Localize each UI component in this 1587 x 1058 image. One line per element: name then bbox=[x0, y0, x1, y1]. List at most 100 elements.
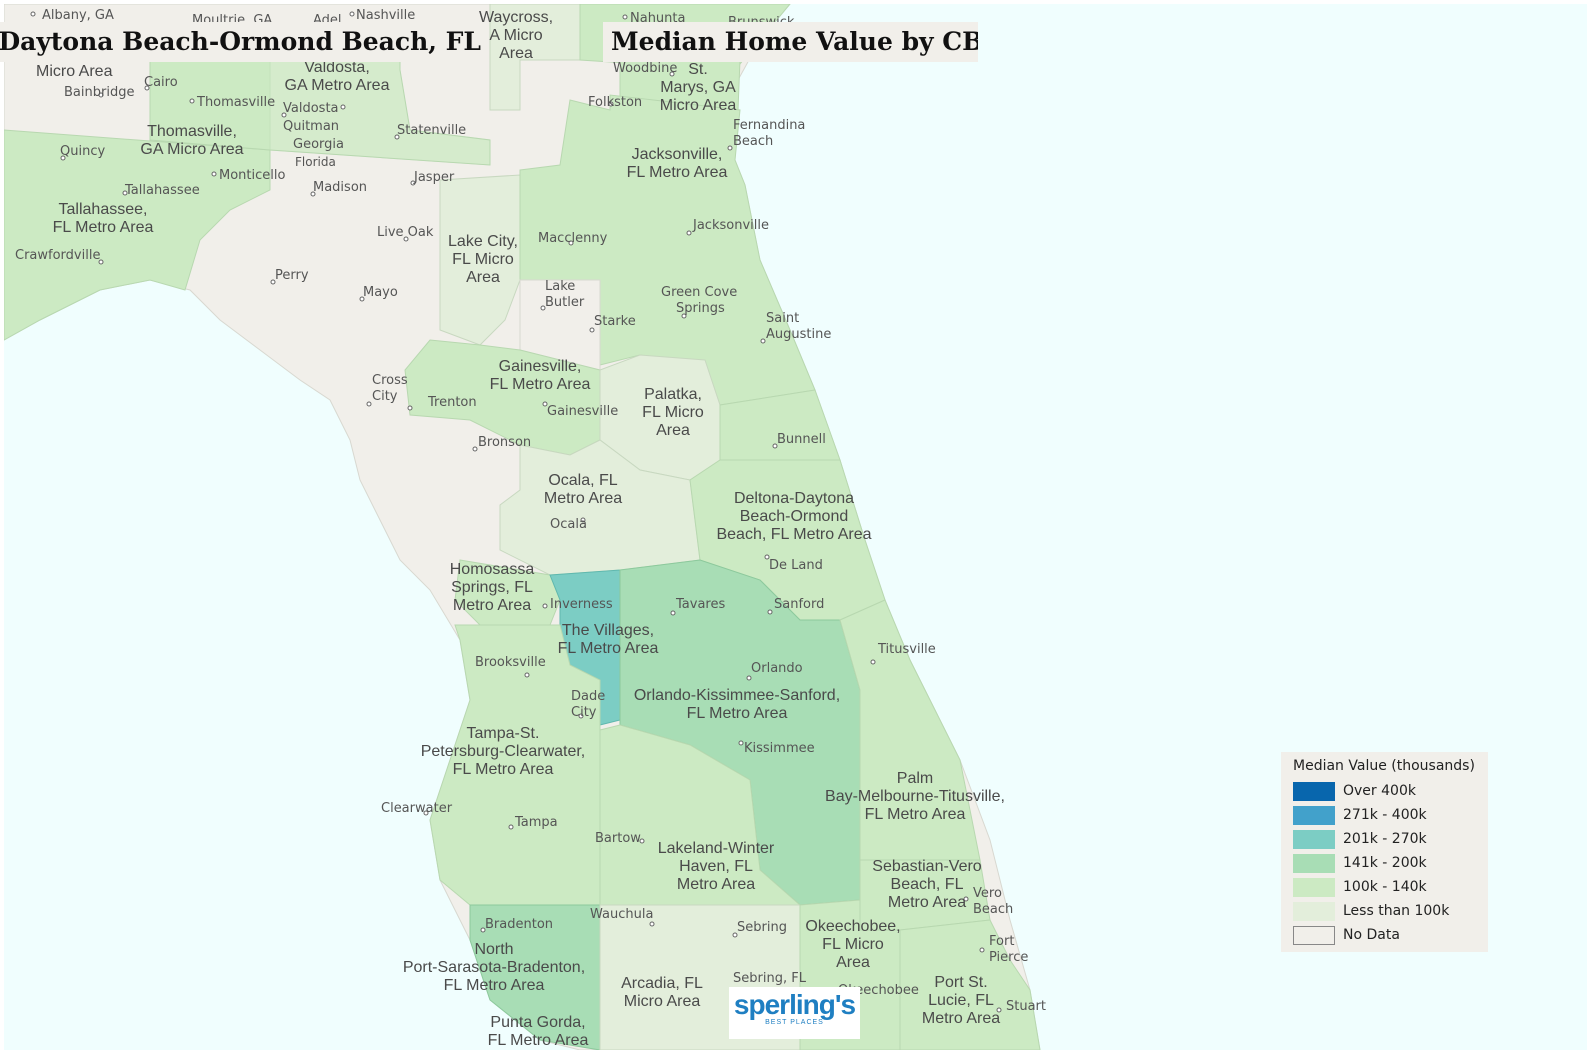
label-titusville: Titusville bbox=[877, 642, 936, 657]
legend-swatch bbox=[1293, 877, 1335, 897]
label-clearwater: Clearwater bbox=[381, 801, 453, 816]
logo-brand: sperling's bbox=[733, 989, 856, 1020]
legend-swatch bbox=[1293, 925, 1335, 945]
label-waycross-3: Area bbox=[499, 45, 533, 62]
label-nashville: Nashville bbox=[356, 8, 415, 23]
label-thomasville-micro-2: GA Micro Area bbox=[140, 141, 243, 158]
label-monticello: Monticello bbox=[219, 168, 285, 183]
label-sebastian-1: Sebastian-Vero bbox=[872, 858, 982, 875]
label-staug2: Augustine bbox=[766, 327, 831, 342]
label-okeechobee-micro-1: Okeechobee, bbox=[805, 918, 900, 935]
map-title: Median Home Value by CBSA bbox=[603, 22, 978, 62]
label-dadecity2: City bbox=[571, 705, 597, 720]
label-jacksonville-metro-1: Jacksonville, bbox=[632, 146, 723, 163]
label-tampa: Tampa bbox=[514, 815, 558, 830]
place-markers bbox=[30, 11, 1002, 1013]
label-greencove1: Green Cove bbox=[661, 285, 737, 300]
label-northport-2: Port-Sarasota-Bradenton, bbox=[403, 959, 585, 976]
label-tallahassee-metro-2: FL Metro Area bbox=[53, 219, 154, 236]
label-lakeland-3: Metro Area bbox=[677, 876, 755, 893]
legend-title: Median Value (thousands) bbox=[1293, 758, 1475, 774]
label-jacksonville-metro-2: FL Metro Area bbox=[627, 164, 728, 181]
label-palatka-2: FL Micro bbox=[642, 404, 704, 421]
legend-item: Less than 100k bbox=[1293, 899, 1476, 923]
label-stuart: Stuart bbox=[1006, 999, 1046, 1014]
label-statenville: Statenville bbox=[397, 123, 466, 138]
label-ocala-metro-1: Ocala, FL bbox=[548, 472, 617, 489]
region-tallahassee bbox=[3, 129, 271, 341]
map-title-selected-area: Deltona-Daytona Beach-Ormond Beach, FL bbox=[0, 22, 489, 62]
label-homosassa-2: Springs, FL bbox=[451, 579, 533, 596]
sperlings-logo: sperling's BEST PLACES bbox=[729, 987, 860, 1039]
frame-left bbox=[0, 0, 4, 1058]
label-valdosta-metro-1: Valdosta, bbox=[304, 59, 370, 76]
label-thomasville: Thomasville bbox=[196, 95, 275, 110]
legend-item: Over 400k bbox=[1293, 779, 1476, 803]
label-tampa-metro-3: FL Metro Area bbox=[453, 761, 554, 778]
legend-item: 141k - 200k bbox=[1293, 851, 1476, 875]
label-orlando-metro-2: FL Metro Area bbox=[687, 705, 788, 722]
legend-items: Over 400k 271k - 400k 201k - 270k 141k - 20… bbox=[1293, 779, 1476, 947]
legend-label: 201k - 270k bbox=[1343, 831, 1427, 847]
label-villages-1: The Villages, bbox=[562, 622, 654, 639]
label-lakecity-3: Area bbox=[466, 269, 500, 286]
region-palmbay bbox=[839, 599, 981, 861]
label-palmbay-3: FL Metro Area bbox=[865, 806, 966, 823]
label-stmarys-2: Marys, GA bbox=[660, 79, 736, 96]
label-crawfordville: Crawfordville bbox=[15, 248, 100, 263]
label-sanford: Sanford bbox=[774, 597, 824, 612]
legend-swatch bbox=[1293, 805, 1335, 825]
place-labels: Albany, GA Moultrie, GA Adel Nashville N… bbox=[15, 8, 1046, 1014]
label-jacksonville: Jacksonville bbox=[692, 218, 769, 233]
label-orlando-metro-1: Orlando-Kissimmee-Sanford, bbox=[634, 687, 840, 704]
label-portstlucie-3: Metro Area bbox=[922, 1010, 1000, 1027]
label-fortpierce1: Fort bbox=[989, 934, 1014, 949]
label-liveoak: Live Oak bbox=[377, 225, 434, 240]
label-thomasville-micro-1: Thomasville, bbox=[147, 123, 237, 140]
label-dadecity1: Dade bbox=[571, 689, 605, 704]
label-waycross-1: Waycross, bbox=[479, 9, 553, 26]
label-lakecity-1: Lake City, bbox=[448, 233, 518, 250]
label-stmarys-3: Micro Area bbox=[660, 97, 737, 114]
label-ocala: Ocala bbox=[550, 517, 587, 532]
label-palmbay-2: Bay-Melbourne-Titusville, bbox=[825, 788, 1005, 805]
label-folkston: Folkston bbox=[588, 95, 642, 110]
label-lakeland-1: Lakeland-Winter bbox=[658, 840, 775, 857]
legend-swatch bbox=[1293, 853, 1335, 873]
label-fortpierce2: Pierce bbox=[989, 950, 1028, 965]
map-legend: Median Value (thousands) Over 400k 271k -… bbox=[1281, 752, 1488, 952]
label-madison: Madison bbox=[313, 180, 367, 195]
label-deltona-metro-1: Deltona-Daytona bbox=[734, 490, 854, 507]
legend-swatch bbox=[1293, 829, 1335, 849]
legend-label: Over 400k bbox=[1343, 783, 1416, 799]
label-lakebutler1: Lake bbox=[545, 279, 575, 294]
label-sebastian-3: Metro Area bbox=[888, 894, 966, 911]
label-inverness: Inverness bbox=[550, 597, 613, 612]
label-northport-3: FL Metro Area bbox=[444, 977, 545, 994]
label-palatka-1: Palatka, bbox=[644, 386, 702, 403]
label-lakecity-2: FL Micro bbox=[452, 251, 514, 268]
legend-label: 271k - 400k bbox=[1343, 807, 1427, 823]
label-gainesville-metro-1: Gainesville, bbox=[499, 358, 582, 375]
label-puntagorda-1: Punta Gorda, bbox=[490, 1014, 585, 1031]
label-portstlucie-1: Port St. bbox=[934, 974, 987, 991]
region-labels: Micro Area Valdosta, GA Metro Area Waycr… bbox=[36, 9, 1005, 1049]
label-lakeland-2: Haven, FL bbox=[679, 858, 753, 875]
label-tampa-metro-2: Petersburg-Clearwater, bbox=[421, 743, 586, 760]
label-bartow: Bartow bbox=[595, 831, 641, 846]
label-bainbridge: Bainbridge bbox=[64, 85, 134, 100]
label-crosscity1: Cross bbox=[372, 373, 408, 388]
legend-label: Less than 100k bbox=[1343, 903, 1450, 919]
label-orlando: Orlando bbox=[751, 661, 803, 676]
label-tavares: Tavares bbox=[675, 597, 725, 612]
label-quitman: Quitman bbox=[283, 119, 339, 134]
legend-label: No Data bbox=[1343, 927, 1400, 943]
label-quincy: Quincy bbox=[60, 144, 105, 159]
label-deltona-metro-2: Beach-Ormond bbox=[740, 508, 849, 525]
legend-swatch bbox=[1293, 781, 1335, 801]
label-tallahassee-metro-1: Tallahassee, bbox=[59, 201, 148, 218]
label-waycross-2: A Micro bbox=[489, 27, 542, 44]
legend-item: No Data bbox=[1293, 923, 1476, 947]
label-wauchula: Wauchula bbox=[590, 907, 653, 922]
